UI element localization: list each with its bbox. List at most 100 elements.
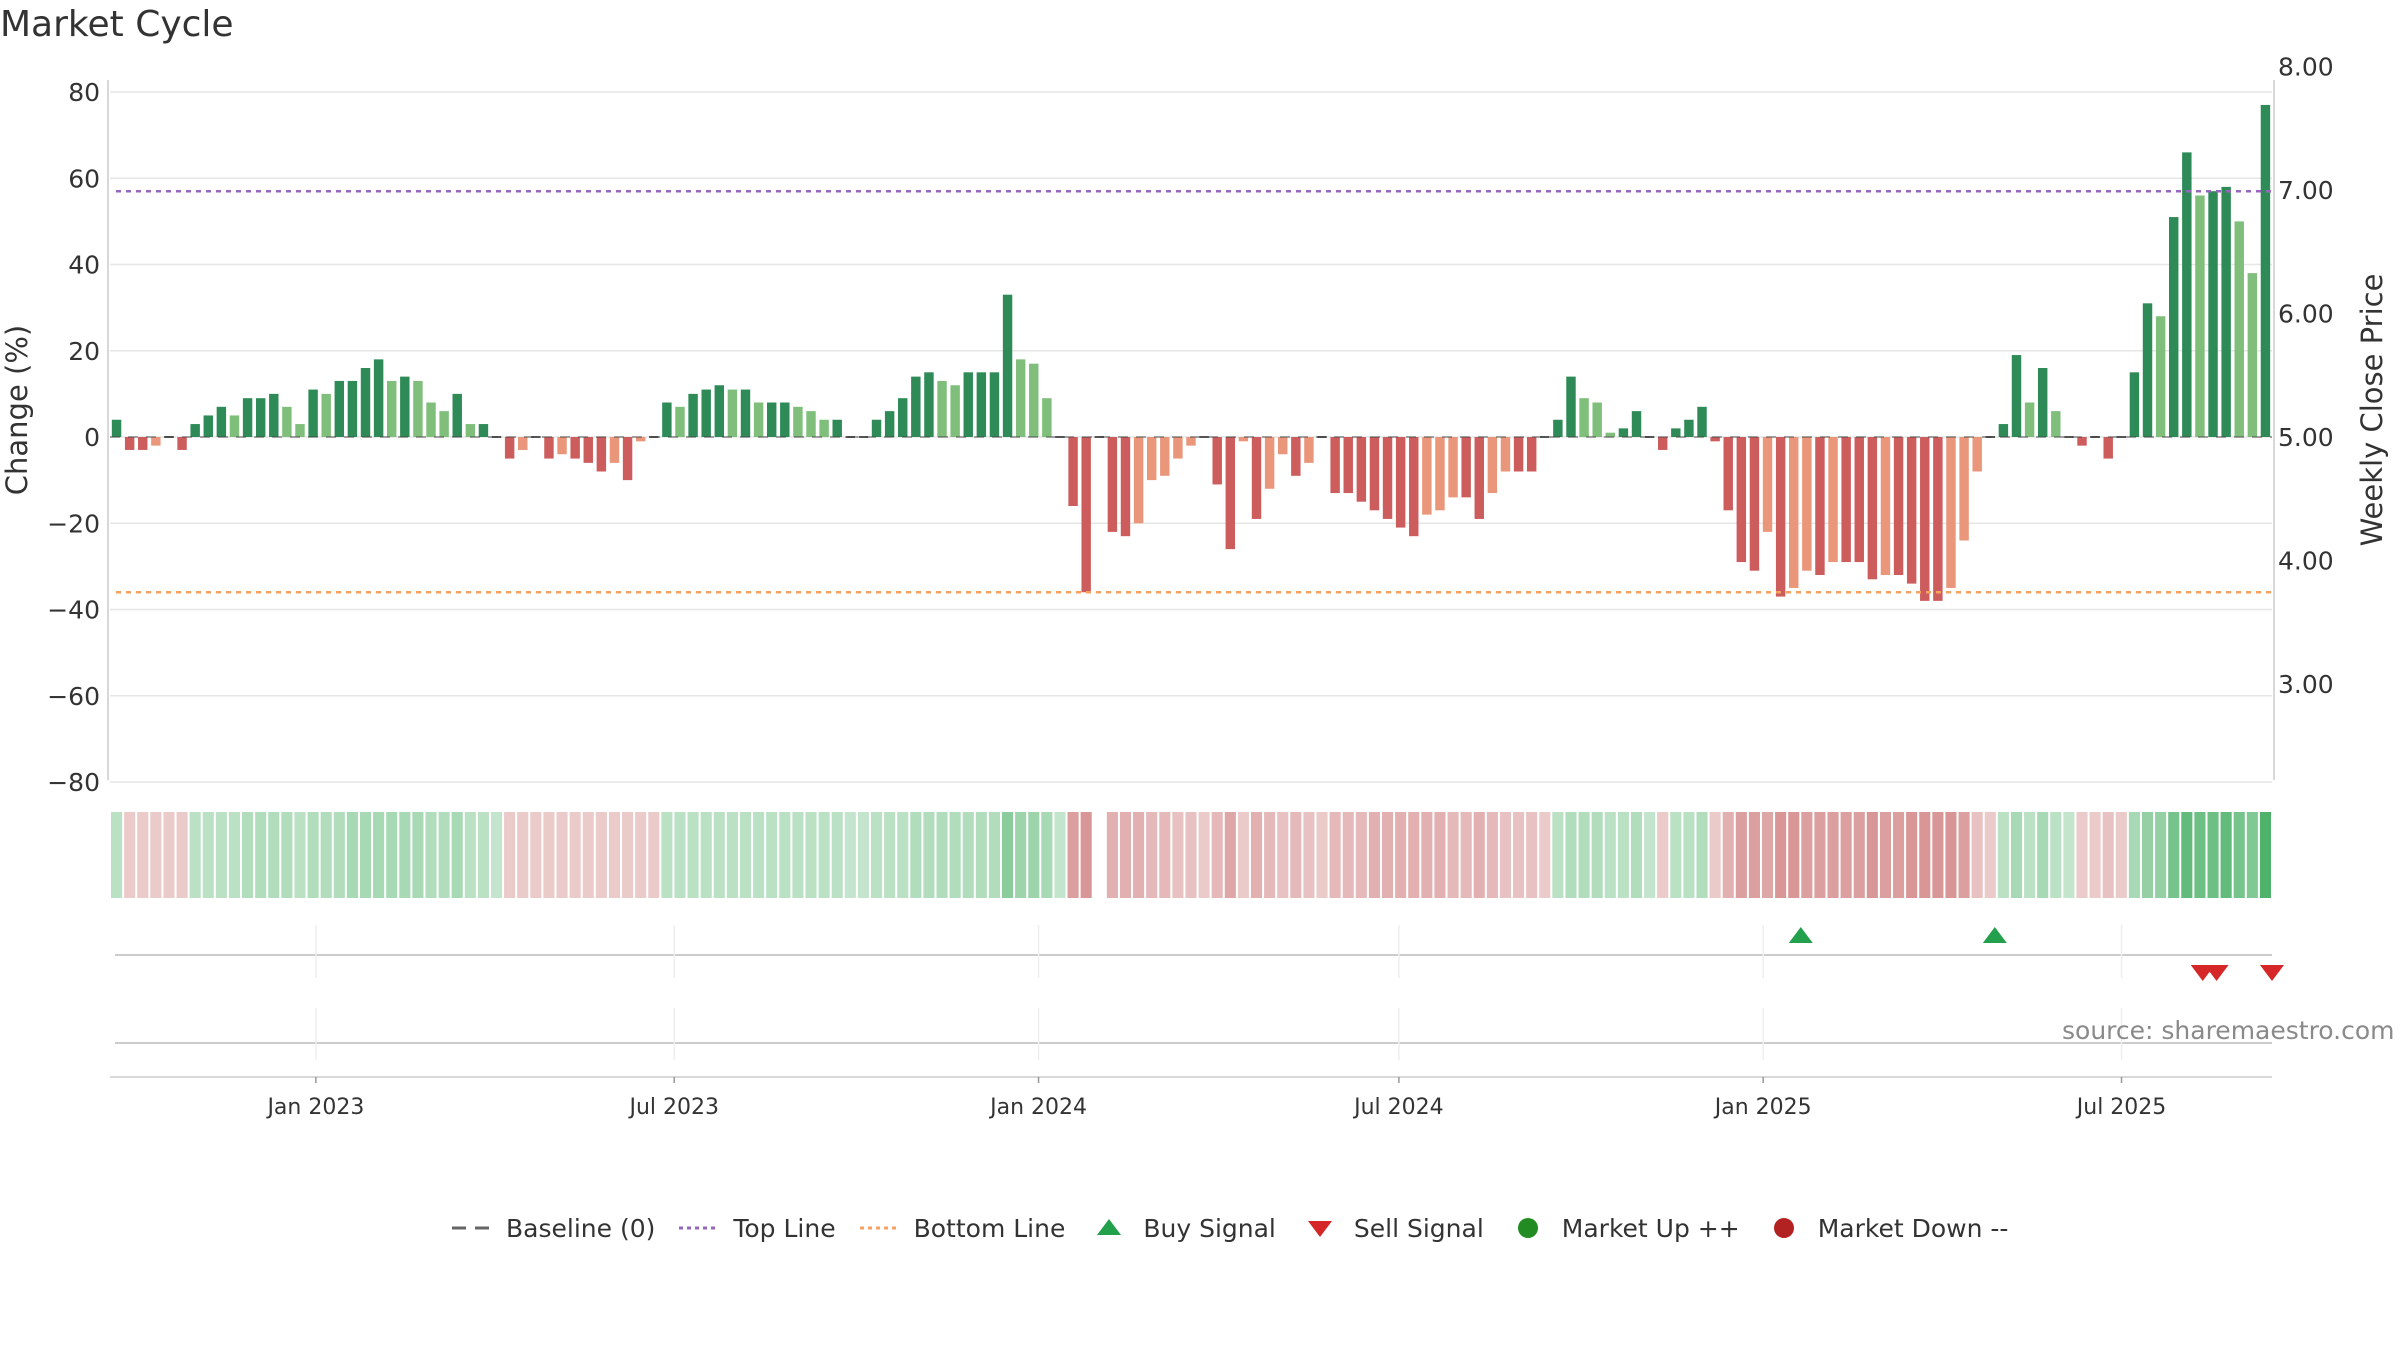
bar xyxy=(1998,424,2009,437)
y-tick-label: −80 xyxy=(47,768,100,797)
bar xyxy=(1605,432,1616,437)
bar xyxy=(1684,419,1694,437)
cycle-strip-cell xyxy=(1866,812,1878,898)
cycle-strip-cell xyxy=(766,812,778,898)
cycle-strip-cell xyxy=(1958,812,1970,898)
bar xyxy=(622,437,633,481)
bar xyxy=(124,437,135,450)
bar xyxy=(2234,221,2244,437)
bar xyxy=(1789,437,1799,588)
cycle-strip-cell xyxy=(2207,812,2219,898)
bar xyxy=(138,437,148,450)
cycle-strip-cell xyxy=(228,812,241,898)
legend-marker-icon xyxy=(679,1226,720,1230)
legend-label: Bottom Line xyxy=(913,1213,1066,1243)
bar xyxy=(675,406,685,437)
bar xyxy=(308,389,318,437)
bar xyxy=(1015,359,1026,437)
bar xyxy=(544,437,554,459)
cycle-strip-cell xyxy=(1801,812,1813,898)
cycle-strip-cell xyxy=(1224,812,1236,898)
y-axis-label: Change (%) xyxy=(0,325,34,495)
cycle-strip-cell xyxy=(1237,812,1249,898)
cycle-strip-cell xyxy=(2220,812,2232,898)
bar xyxy=(295,424,305,437)
bar xyxy=(1762,437,1773,532)
cycle-strip-cell xyxy=(1264,812,1276,898)
bars-group xyxy=(111,104,2271,601)
cycle-strip-cell xyxy=(1211,812,1223,898)
bar-zero xyxy=(1055,436,1065,438)
bar xyxy=(1382,437,1393,519)
cycle-strip-cell xyxy=(451,812,463,898)
bar xyxy=(976,372,987,437)
legend-marker-icon xyxy=(859,1226,900,1230)
cycle-strip-cell xyxy=(1408,812,1420,898)
cycle-strip-cell xyxy=(1303,812,1315,898)
cycle-strip-cell xyxy=(936,812,948,898)
cycle-strip-cell xyxy=(2233,812,2245,898)
cycle-strip-cell xyxy=(779,812,791,898)
cycle-strip-cell xyxy=(975,812,987,898)
bar xyxy=(898,398,908,437)
bar xyxy=(1304,437,1314,463)
x-tick-label: Jan 2025 xyxy=(1713,1095,1812,1120)
cycle-strip-cell xyxy=(1630,812,1643,898)
cycle-strip-cell xyxy=(2024,812,2036,898)
bar xyxy=(1461,437,1471,498)
bar xyxy=(1356,437,1367,502)
cycle-strip-cell xyxy=(1447,812,1459,898)
cycle-strip-cell xyxy=(831,812,843,898)
bar xyxy=(321,393,331,437)
cycle-strip-cell xyxy=(2050,812,2062,898)
cycle-strip-cell xyxy=(111,812,123,898)
cycle-strip-cell xyxy=(1984,812,1996,898)
bar xyxy=(1029,363,1039,437)
cycle-strip-cell xyxy=(1106,812,1118,898)
bar xyxy=(1173,437,1183,459)
cycle-strip-cell xyxy=(635,812,647,898)
bar xyxy=(2182,152,2192,437)
buy-signal-marker xyxy=(1982,927,2007,943)
cycle-strip-cell xyxy=(700,812,712,898)
bar xyxy=(2024,402,2035,437)
cycle-strip-cell xyxy=(1971,812,1983,898)
bar xyxy=(1487,437,1498,494)
bar xyxy=(151,437,161,446)
bar xyxy=(269,393,279,437)
bar xyxy=(1513,437,1524,472)
bar xyxy=(400,376,410,437)
y-tick-label: −60 xyxy=(47,682,100,711)
bar xyxy=(1920,437,1930,601)
cycle-strip-cell xyxy=(1329,812,1341,898)
bar xyxy=(1395,437,1406,528)
y-tick-label: −40 xyxy=(47,596,100,625)
cycle-strip-cell xyxy=(2155,812,2167,898)
bar xyxy=(662,402,672,437)
cycle-strip-cell xyxy=(1735,812,1747,898)
cycle-strip-cell xyxy=(1893,812,1905,898)
bar xyxy=(832,419,842,437)
bar xyxy=(1278,437,1288,455)
bar xyxy=(504,437,515,459)
bar xyxy=(1579,398,1589,437)
cycle-strip-cell xyxy=(1670,812,1682,898)
cycle-strip-cell xyxy=(1395,812,1407,898)
cycle-strip-cell xyxy=(556,812,568,898)
bar xyxy=(714,385,725,437)
cycle-strip-cell xyxy=(346,812,358,898)
cycle-strip-cell xyxy=(124,812,136,898)
bar xyxy=(360,368,371,437)
cycle-strip-cell xyxy=(2128,812,2140,898)
bar xyxy=(1815,437,1825,575)
cycle-strip-cell xyxy=(530,812,542,898)
bar-zero xyxy=(2116,436,2127,438)
cycle-strip-cell xyxy=(1250,812,1263,898)
legend-item: Market Up ++ xyxy=(1508,1213,1740,1243)
cycle-strip-cell xyxy=(2115,812,2127,898)
bar xyxy=(635,437,646,442)
bar xyxy=(478,424,489,437)
bar xyxy=(2142,303,2153,437)
legend-item: Buy Signal xyxy=(1089,1213,1276,1243)
bar xyxy=(2169,217,2179,437)
